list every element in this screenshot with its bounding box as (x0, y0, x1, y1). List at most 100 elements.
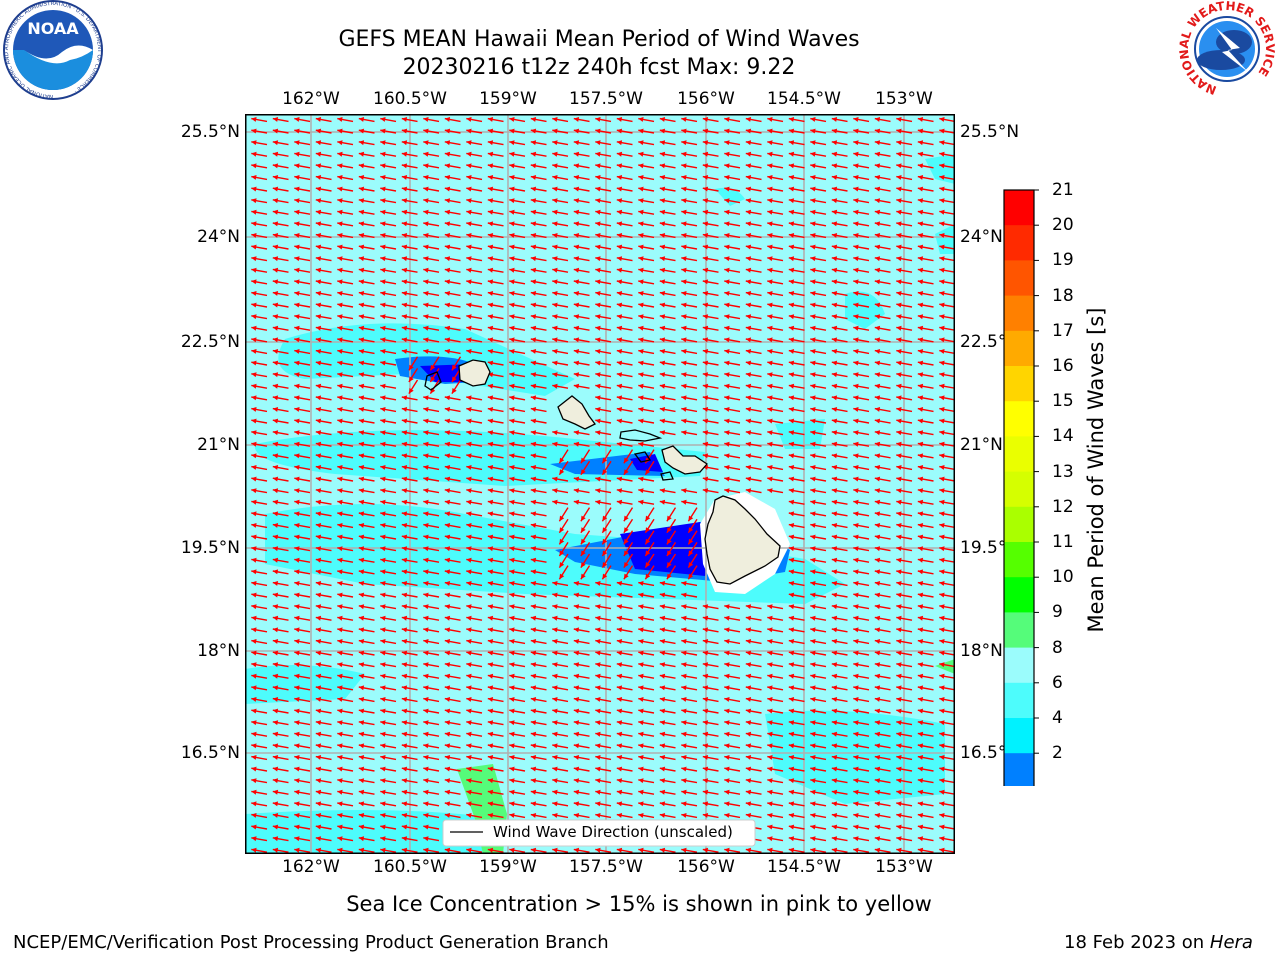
wave-arrow-head (294, 407, 300, 412)
wave-arrow-head (294, 349, 300, 354)
wave-arrow-head (874, 302, 881, 308)
wave-arrow-head (423, 801, 429, 807)
wave-arrow-head (380, 337, 386, 343)
wave-arrow-head (251, 639, 257, 644)
wave-arrow-head (810, 639, 816, 644)
wave-arrow-head (623, 573, 629, 580)
wave-arrow-head (380, 418, 386, 424)
wave-arrow-head (874, 175, 881, 180)
footer-date-text: 18 Feb 2023 on (1064, 932, 1205, 953)
wave-arrow-head (681, 766, 687, 772)
colorbar-label: Mean Period of Wind Waves [s] (1084, 307, 1108, 633)
wave-arrow-head (767, 117, 773, 122)
wave-arrow-head (724, 256, 730, 262)
wave-arrow-head (702, 383, 709, 389)
wave-arrow-head (530, 523, 537, 528)
wave-arrow-head (272, 325, 279, 331)
wave-arrow-head (573, 639, 580, 644)
wave-arrow-head (251, 499, 257, 505)
wave-arrow-head (939, 847, 945, 853)
wave-arrow-head (917, 639, 924, 644)
wave-arrow-head (423, 117, 429, 122)
wave-arrow-head (917, 430, 924, 436)
colorbar-tick-label: 14 (1052, 426, 1074, 447)
wave-arrow-head (939, 488, 945, 494)
wave-arrow-head (681, 697, 687, 702)
wave-arrow-head (559, 457, 565, 464)
wave-arrow-head (702, 256, 709, 262)
wave-arrow-head (423, 302, 429, 308)
wave-arrow-head (315, 360, 322, 366)
wave-arrow-head (638, 151, 644, 157)
wave-arrow-head (917, 151, 924, 157)
wave-arrow-head (831, 720, 838, 726)
wave-arrow-head (466, 337, 472, 343)
wave-arrow-head (831, 175, 838, 180)
wave-arrow-head (401, 291, 408, 296)
wave-arrow-head (423, 441, 429, 447)
wave-arrow-head (552, 778, 558, 784)
wave-arrow-head (724, 708, 730, 714)
wave-arrow-head (401, 708, 408, 714)
wave-arrow-head (681, 302, 687, 308)
wave-arrow-head (444, 813, 451, 818)
wave-arrow-head (444, 755, 451, 760)
wave-arrow-head (896, 731, 902, 737)
wave-arrow-head (315, 488, 322, 494)
wave-arrow-head (337, 383, 343, 389)
wave-arrow-head (681, 789, 687, 795)
wave-arrow-head (702, 279, 709, 285)
wave-arrow-head (896, 372, 902, 378)
wave-arrow-head (681, 117, 687, 122)
wave-arrow-head (358, 847, 365, 853)
wave-arrow-head (810, 534, 816, 540)
wave-arrow-head (853, 302, 859, 308)
colorbar-frame (1003, 189, 1035, 786)
wave-arrow-head (358, 697, 365, 702)
wave-arrow-head (831, 441, 838, 447)
wave-arrow-head (659, 639, 666, 644)
wave-arrow-head (294, 418, 300, 424)
wave-arrow-head (788, 778, 795, 784)
wave-arrow-head (251, 755, 257, 760)
wave-arrow-head (423, 453, 429, 459)
wave-arrow-head (853, 209, 859, 215)
wave-arrow-head (745, 291, 752, 296)
wave-arrow-head (659, 789, 666, 795)
wave-arrow-head (853, 407, 859, 412)
wave-arrow-head (853, 279, 859, 285)
wave-arrow-head (315, 407, 322, 412)
wave-arrow-head (552, 209, 558, 215)
noaa-logo-text: NOAA (27, 19, 79, 38)
wave-arrow-head (638, 604, 644, 610)
wave-arrow-head (251, 534, 257, 540)
wave-arrow-head (810, 801, 816, 807)
wave-arrow-head (552, 615, 558, 621)
wave-arrow-head (315, 175, 322, 180)
wave-arrow-head (616, 221, 623, 227)
wave-arrow-head (380, 117, 386, 122)
wave-arrow-head (702, 430, 709, 436)
wave-arrow-head (337, 499, 343, 505)
wave-arrow-head (444, 128, 451, 134)
wave-arrow-head (509, 778, 515, 784)
wave-arrow-head (638, 209, 644, 215)
wave-arrow-head (315, 221, 322, 227)
wave-arrow-head (702, 743, 709, 749)
wave-arrow-head (874, 511, 881, 517)
wave-arrow-head (552, 302, 558, 308)
wave-arrow-head (853, 325, 859, 331)
wave-arrow-head (530, 476, 537, 482)
wave-arrow-head (939, 581, 945, 586)
colorbar-tick-label: 10 (1052, 567, 1074, 588)
wave-arrow-head (745, 117, 752, 122)
wave-arrow-head (509, 267, 515, 273)
wave-arrow-head (874, 697, 881, 702)
wave-arrow-head (487, 673, 494, 679)
wave-arrow-head (423, 163, 429, 169)
lon-tick-top: 162°W (282, 89, 340, 109)
wave-arrow-head (315, 766, 322, 772)
lon-tick-top: 153°W (875, 89, 933, 109)
wave-arrow-head (874, 314, 881, 320)
wave-arrow-head (853, 615, 859, 621)
